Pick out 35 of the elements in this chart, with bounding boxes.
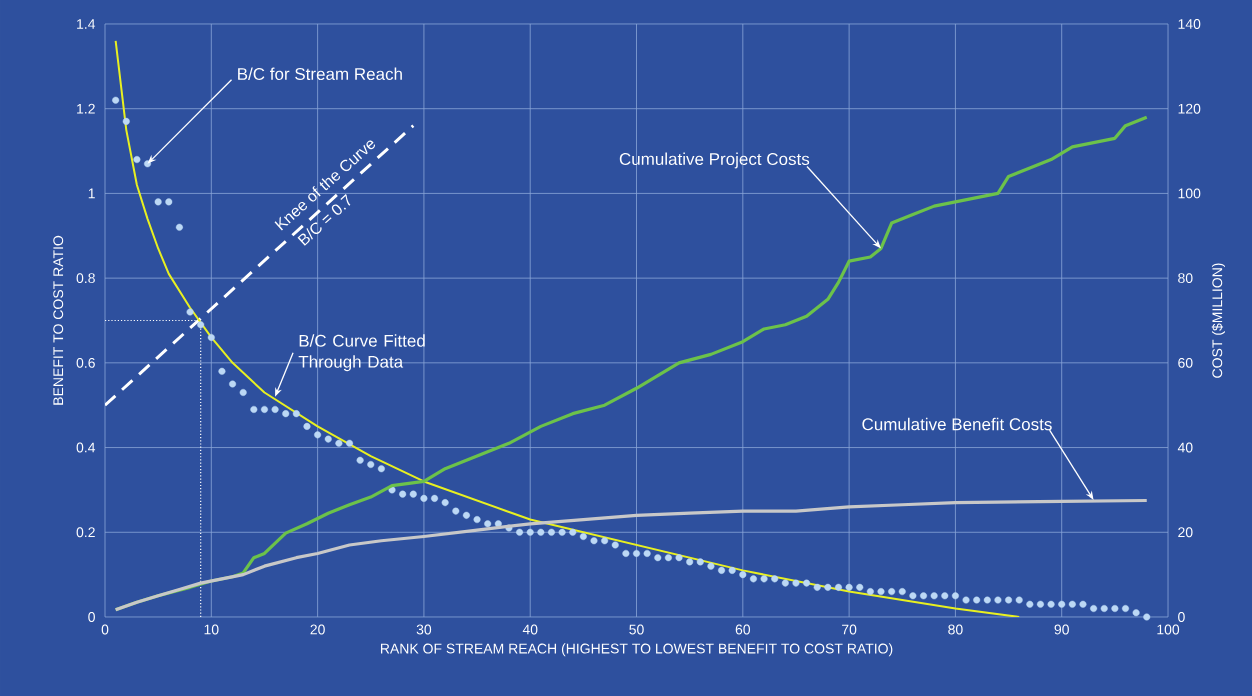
y2-tick-label: 60 bbox=[1178, 357, 1193, 368]
y-tick-label: 1.4 bbox=[77, 19, 96, 29]
x-tick-label: 80 bbox=[948, 624, 963, 635]
y-axis-title: BENEFIT TO COST RATIO bbox=[53, 235, 64, 405]
x-tick-label: 60 bbox=[735, 624, 751, 635]
y2-tick-label: 0 bbox=[1178, 612, 1185, 622]
x-axis-title: RANK OF STREAM REACH (HIGHEST TO LOWEST BENEFIT TO COST RATIO) bbox=[380, 643, 893, 657]
annotation: B/C for Stream Reach bbox=[238, 67, 402, 81]
x-tick-label: 30 bbox=[416, 624, 432, 635]
x-tick-label: 0 bbox=[101, 624, 109, 635]
annotation: Cumulative Project Costs bbox=[619, 152, 810, 169]
y2-tick-label: 140 bbox=[1178, 19, 1201, 29]
annotation: B/C Curve Fitted Through Data bbox=[298, 334, 425, 372]
y2-tick-label: 100 bbox=[1178, 188, 1201, 199]
y2-axis-title: COST ($MILLION) bbox=[1211, 263, 1225, 378]
x-tick-label: 40 bbox=[522, 624, 538, 635]
y-tick-label: 1 bbox=[88, 188, 95, 199]
y2-tick-label: 40 bbox=[1177, 442, 1193, 453]
y-tick-label: 0 bbox=[88, 612, 95, 622]
x-tick-label: 10 bbox=[204, 624, 219, 635]
annotation: Cumulative Benefit Costs bbox=[862, 417, 1052, 431]
x-tick-label: 70 bbox=[842, 624, 857, 635]
y-tick-label: 0.6 bbox=[76, 357, 95, 368]
y-tick-label: 0.2 bbox=[76, 527, 95, 538]
x-tick-label: 100 bbox=[1157, 624, 1180, 635]
x-tick-label: 90 bbox=[1054, 624, 1069, 635]
x-tick-label: 20 bbox=[310, 624, 325, 635]
y2-tick-label: 20 bbox=[1178, 527, 1193, 538]
x-tick-label: 50 bbox=[629, 624, 644, 635]
y2-tick-label: 120 bbox=[1178, 103, 1201, 114]
y2-tick-label: 80 bbox=[1178, 273, 1193, 284]
y-tick-label: 1.2 bbox=[77, 103, 95, 114]
y-tick-label: 0.4 bbox=[76, 442, 96, 453]
line-series bbox=[114, 498, 1149, 612]
y-tick-label: 0.8 bbox=[76, 273, 95, 284]
